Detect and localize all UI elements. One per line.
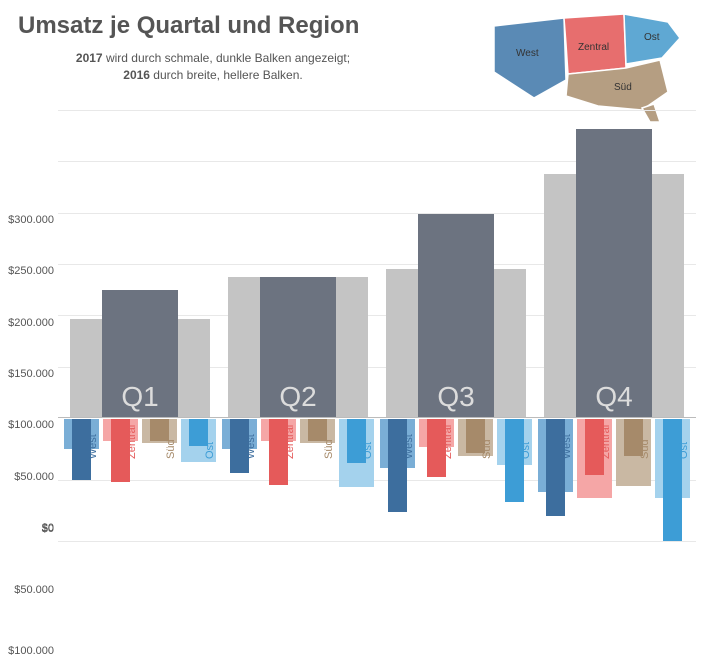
quarter-group: Q4 bbox=[538, 110, 690, 417]
quarter-group: Q3 bbox=[380, 110, 532, 417]
y-axis-label-lower: $50.000 bbox=[14, 584, 54, 596]
region-axis-label: Ost bbox=[678, 442, 690, 459]
region-axis-label: Süd bbox=[165, 439, 177, 459]
region-axis-label: Ost bbox=[204, 442, 216, 459]
region-axis-label: Ost bbox=[520, 442, 532, 459]
region-bar-2017 bbox=[150, 419, 169, 441]
region-axis-label: Zentral bbox=[600, 425, 612, 459]
region-bar-2017 bbox=[388, 419, 407, 512]
quarter-label: Q2 bbox=[222, 381, 374, 413]
y-axis-label-lower: $100.000 bbox=[8, 645, 54, 657]
subtitle-year-2016: 2016 bbox=[123, 68, 150, 82]
y-axis-label: $150.000 bbox=[8, 368, 54, 380]
chart-area: Q1Q2Q3Q4 West Zentral Süd Ost West Zentral Süd… bbox=[0, 110, 704, 570]
region-axis-label: Zentral bbox=[442, 425, 454, 459]
y-axis-label: $50.000 bbox=[14, 471, 54, 483]
quarter-label: Q1 bbox=[64, 381, 216, 413]
lower-quarter-group: West Zentral Süd Ost bbox=[64, 419, 216, 559]
region-axis-label: Ost bbox=[362, 442, 374, 459]
lower-quarter-group: West Zentral Süd Ost bbox=[538, 419, 690, 559]
map-label-zentral: Zentral bbox=[578, 42, 609, 53]
region-map: West Zentral Süd Ost bbox=[486, 4, 696, 124]
region-axis-label: Süd bbox=[481, 439, 493, 459]
region-axis-label: Zentral bbox=[284, 425, 296, 459]
page-title: Umsatz je Quartal und Region bbox=[18, 12, 438, 40]
upper-chart: Q1Q2Q3Q4 bbox=[58, 110, 696, 418]
region-bar-2017 bbox=[505, 419, 524, 502]
quarter-group: Q2 bbox=[222, 110, 374, 417]
quarter-group: Q1 bbox=[64, 110, 216, 417]
region-axis-label: West bbox=[245, 434, 257, 459]
region-axis-label: West bbox=[87, 434, 99, 459]
region-axis-label: West bbox=[403, 434, 415, 459]
y-axis-label: $250.000 bbox=[8, 265, 54, 277]
subtitle: 2017 wird durch schmale, dunkle Balken a… bbox=[38, 50, 388, 84]
map-label-west: West bbox=[516, 48, 539, 59]
y-axis-label: $100.000 bbox=[8, 419, 54, 431]
lower-quarter-group: West Zentral Süd Ost bbox=[222, 419, 374, 559]
bar-2017 bbox=[576, 129, 652, 417]
subtitle-text-2: durch breite, hellere Balken. bbox=[150, 68, 303, 82]
region-bar-2017 bbox=[663, 419, 682, 541]
map-label-sud: Süd bbox=[614, 82, 632, 93]
lower-quarter-group: West Zentral Süd Ost bbox=[380, 419, 532, 559]
y-axis-label: $200.000 bbox=[8, 317, 54, 329]
quarter-label: Q4 bbox=[538, 381, 690, 413]
subtitle-year-2017: 2017 bbox=[76, 51, 103, 65]
quarter-label: Q3 bbox=[380, 381, 532, 413]
y-axis-label-lower: $0 bbox=[42, 523, 54, 535]
region-axis-label: West bbox=[561, 434, 573, 459]
region-axis-label: Süd bbox=[639, 439, 651, 459]
region-bar-2017 bbox=[308, 419, 327, 441]
y-axis-label: $300.000 bbox=[8, 214, 54, 226]
subtitle-text-1: wird durch schmale, dunkle Balken angeze… bbox=[103, 51, 350, 65]
region-axis-label: Süd bbox=[323, 439, 335, 459]
region-axis-label: Zentral bbox=[126, 425, 138, 459]
lower-chart: West Zentral Süd Ost West Zentral Süd Ost West Ze… bbox=[58, 419, 696, 559]
map-label-ost: Ost bbox=[644, 32, 660, 43]
